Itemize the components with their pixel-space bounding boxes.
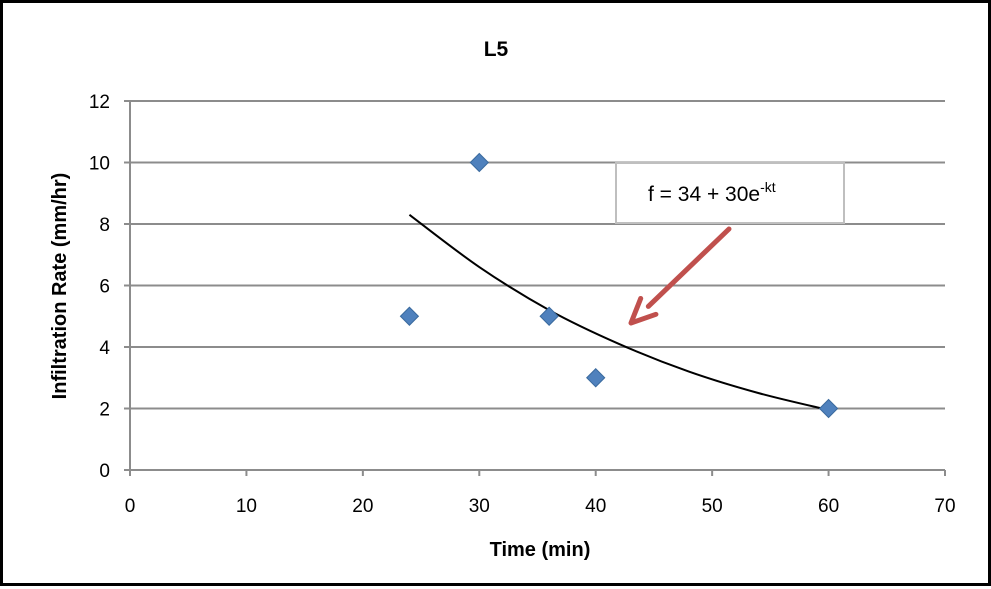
data-point xyxy=(539,306,559,326)
chart-title: L5 xyxy=(484,38,509,61)
x-tick-label: 50 xyxy=(702,496,723,517)
y-tick-label: 8 xyxy=(99,215,110,236)
x-tick-label: 70 xyxy=(934,496,955,517)
y-tick-label: 2 xyxy=(99,400,110,421)
y-axis-title: Infiltration Rate (mm/hr) xyxy=(49,173,71,400)
y-tick-label: 12 xyxy=(89,92,110,113)
trendline xyxy=(408,213,829,412)
x-tick-label: 20 xyxy=(352,496,373,517)
data-point xyxy=(586,368,606,388)
annotation-text: f = 34 + 30e-kt xyxy=(648,179,776,206)
annotation-superscript: -kt xyxy=(760,179,776,195)
y-tick-label: 10 xyxy=(89,154,110,175)
y-tick-label: 4 xyxy=(99,338,110,359)
x-tick-label: 60 xyxy=(818,496,839,517)
x-tick-labels: 0 10 20 30 40 50 60 70 xyxy=(125,496,956,517)
data-point xyxy=(818,398,839,419)
x-tick-label: 10 xyxy=(236,496,257,517)
data-point xyxy=(399,306,420,326)
annotation-arrow xyxy=(628,226,732,326)
y-tick-label: 0 xyxy=(99,461,110,482)
data-points xyxy=(399,152,839,419)
x-tick-label: 0 xyxy=(125,496,136,517)
y-tick-labels: 0 2 4 6 8 10 12 xyxy=(89,92,111,482)
x-axis-title: Time (min) xyxy=(490,539,591,561)
annotation-box-frame xyxy=(615,162,845,224)
x-tick-label: 40 xyxy=(585,496,606,517)
gridlines xyxy=(130,100,945,410)
arrow-shaft xyxy=(645,226,732,309)
data-point xyxy=(469,152,489,173)
y-tick-label: 6 xyxy=(99,277,110,298)
axes xyxy=(124,100,946,476)
annotation-box: f = 34 + 30e-kt xyxy=(615,162,845,224)
annotation-base: f = 34 + 30e xyxy=(648,183,760,206)
arrow-head xyxy=(628,295,659,326)
x-tick-label: 30 xyxy=(469,496,490,517)
